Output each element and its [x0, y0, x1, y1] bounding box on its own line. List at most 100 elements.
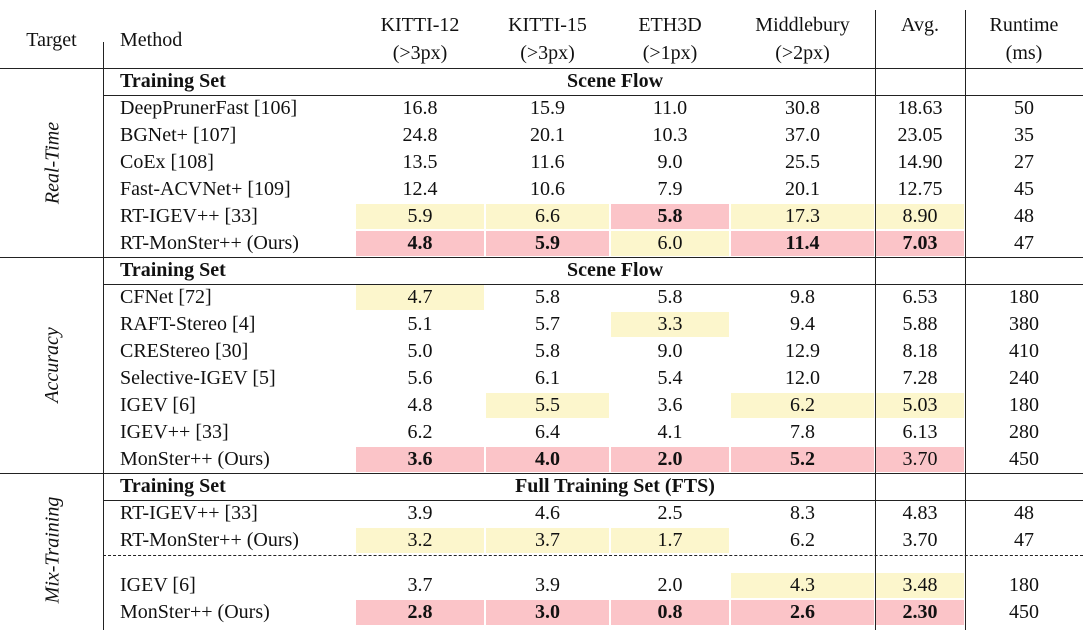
- training-label: Training Set: [120, 475, 226, 497]
- table-cell: 450: [1009, 448, 1039, 470]
- cell-highlight: [486, 393, 609, 418]
- header-column: ETH3D: [638, 14, 702, 36]
- table-cell: 9.4: [790, 313, 815, 335]
- table-cell: 7.03: [902, 232, 938, 254]
- table-cell: 180: [1009, 394, 1039, 416]
- rule: [103, 95, 1083, 96]
- cell-highlight: [876, 600, 964, 625]
- table-cell: 2.5: [657, 502, 683, 524]
- method-name: MonSter++ (Ours): [120, 601, 270, 623]
- cell-highlight: [731, 231, 874, 256]
- table-cell: 50: [1014, 97, 1034, 119]
- table-cell: 410: [1009, 340, 1039, 362]
- cell-highlight: [611, 447, 729, 472]
- cell-highlight: [731, 204, 874, 229]
- cell-highlight: [611, 600, 729, 625]
- table-cell: 4.6: [535, 502, 560, 524]
- header-metric: (>3px): [520, 42, 575, 64]
- header-column: KITTI-15: [508, 14, 587, 36]
- table-cell: 5.7: [535, 313, 560, 335]
- table-cell: 37.0: [785, 124, 820, 146]
- table-cell: 10.6: [530, 178, 565, 200]
- table-cell: 6.1: [535, 367, 560, 389]
- table-cell: 4.0: [535, 448, 560, 470]
- rule: [103, 42, 104, 630]
- cell-highlight: [731, 600, 874, 625]
- method-name: CFNet [72]: [120, 286, 212, 308]
- table-cell: 2.6: [790, 601, 815, 623]
- method-name: CoEx [108]: [120, 151, 214, 173]
- table-cell: 45: [1014, 178, 1034, 200]
- cell-highlight: [876, 447, 964, 472]
- cell-highlight: [356, 231, 484, 256]
- table-cell: 3.70: [902, 448, 938, 470]
- training-label: Training Set: [120, 70, 226, 92]
- table-cell: 0.8: [657, 601, 683, 623]
- table-cell: 8.90: [902, 205, 938, 227]
- method-name: Selective-IGEV [5]: [120, 367, 276, 389]
- header-column: Runtime: [989, 14, 1059, 36]
- cell-highlight: [486, 528, 609, 553]
- table-cell: 35: [1014, 124, 1034, 146]
- cell-highlight: [731, 573, 874, 598]
- table-cell: 11.4: [785, 232, 820, 254]
- table-cell: 4.8: [407, 394, 433, 416]
- table-cell: 2.0: [657, 448, 683, 470]
- table-cell: 30.8: [785, 97, 820, 119]
- target-label: Accuracy: [41, 327, 63, 403]
- cell-highlight: [731, 393, 874, 418]
- table-cell: 4.3: [790, 574, 815, 596]
- table-cell: 12.9: [785, 340, 820, 362]
- table-cell: 27: [1014, 151, 1034, 173]
- table-cell: 20.1: [530, 124, 565, 146]
- table-cell: 5.8: [657, 286, 683, 308]
- table-cell: 3.6: [657, 394, 683, 416]
- method-name: IGEV++ [33]: [120, 421, 229, 443]
- table-cell: 10.3: [652, 124, 688, 146]
- table-cell: 7.28: [902, 367, 938, 389]
- table-cell: 9.0: [657, 151, 683, 173]
- table-cell: 5.8: [657, 205, 683, 227]
- table-cell: 48: [1014, 502, 1034, 524]
- table-cell: 3.7: [535, 529, 560, 551]
- rule: [103, 500, 1083, 501]
- target-label: Real-Time: [41, 121, 63, 204]
- table-cell: 2.8: [407, 601, 433, 623]
- training-label: Training Set: [120, 259, 226, 281]
- table-cell: 12.0: [785, 367, 820, 389]
- table-cell: 3.2: [407, 529, 433, 551]
- table-cell: 450: [1009, 601, 1039, 623]
- table-cell: 12.75: [897, 178, 943, 200]
- table-cell: 5.6: [407, 367, 433, 389]
- table-cell: 18.63: [897, 97, 943, 119]
- table-cell: 11.0: [652, 97, 688, 119]
- table-cell: 2.30: [902, 601, 938, 623]
- table-cell: 5.9: [535, 232, 560, 254]
- table-cell: 5.1: [407, 313, 433, 335]
- table-cell: 3.0: [535, 601, 560, 623]
- method-name: RT-MonSter++ (Ours): [120, 529, 299, 551]
- rule: [103, 284, 1083, 285]
- table-cell: 240: [1009, 367, 1039, 389]
- table-cell: 6.53: [902, 286, 938, 308]
- table-cell: 47: [1014, 529, 1034, 551]
- table-cell: 5.8: [535, 340, 560, 362]
- cell-highlight: [876, 393, 964, 418]
- method-name: BGNet+ [107]: [120, 124, 237, 146]
- table-cell: 3.3: [657, 313, 683, 335]
- cell-highlight: [611, 231, 729, 256]
- table-cell: 3.6: [407, 448, 433, 470]
- cell-highlight: [356, 600, 484, 625]
- table-cell: 180: [1009, 286, 1039, 308]
- table-cell: 1.7: [657, 529, 683, 551]
- table-cell: 2.0: [657, 574, 683, 596]
- training-set: Full Training Set (FTS): [515, 475, 715, 497]
- table-cell: 6.6: [535, 205, 560, 227]
- table-cell: 48: [1014, 205, 1034, 227]
- target-label: Mix-Training: [41, 496, 63, 603]
- header-column: Middlebury: [755, 14, 850, 36]
- table-cell: 3.70: [902, 529, 938, 551]
- table-cell: 180: [1009, 574, 1039, 596]
- method-name: RT-IGEV++ [33]: [120, 205, 258, 227]
